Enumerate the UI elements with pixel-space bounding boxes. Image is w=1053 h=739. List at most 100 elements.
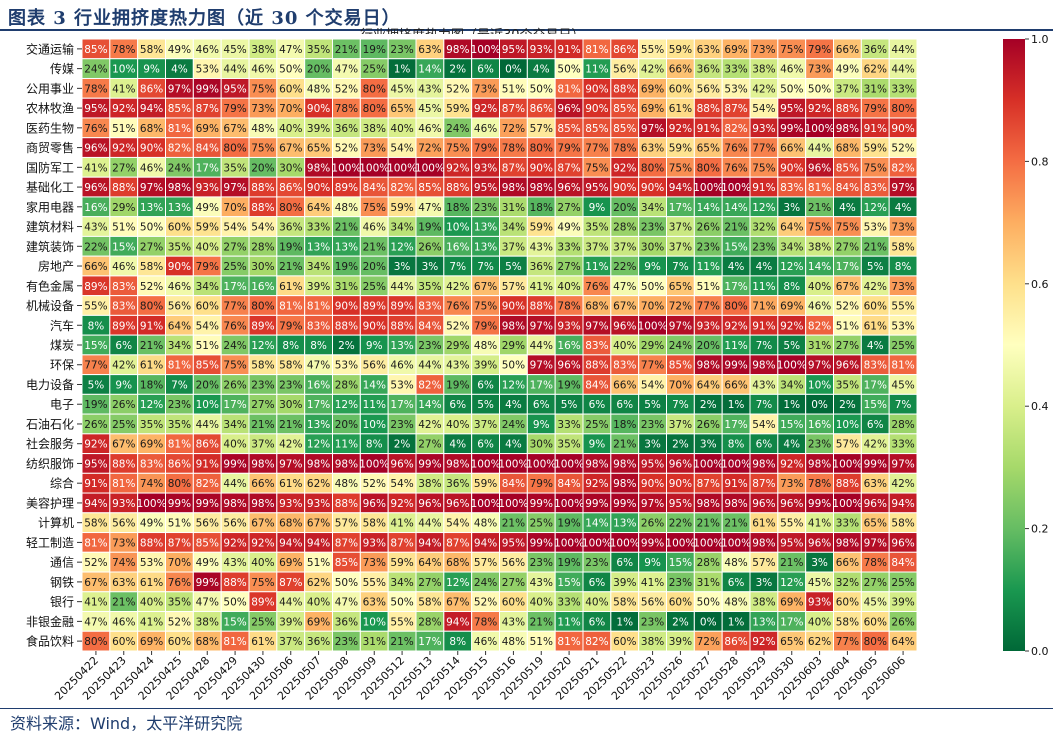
cell-value-label: 57% — [502, 281, 525, 293]
cell-value-label: 31% — [697, 577, 720, 589]
cell-value-label: 66% — [780, 143, 803, 155]
cell-value-label: 90% — [585, 83, 608, 95]
cell-value-label: 98% — [585, 458, 608, 470]
cell-value-label: 39% — [279, 616, 302, 628]
cell-value-label: 44% — [223, 478, 246, 490]
cell-value-label: 61% — [279, 281, 302, 293]
y-tick-label: 电子 — [50, 398, 74, 412]
cell-value-label: 88% — [390, 320, 413, 332]
cell-value-label: 87% — [502, 103, 525, 115]
cell-value-label: 2% — [338, 340, 355, 352]
cell-value-label: 47% — [418, 202, 441, 214]
cell-value-label: 69% — [780, 597, 803, 609]
cell-value-label: 54% — [223, 222, 246, 234]
cell-value-label: 33% — [557, 419, 580, 431]
cell-value-label: 45% — [864, 597, 887, 609]
cell-value-label: 79% — [864, 103, 887, 115]
cell-value-label: 52% — [335, 83, 358, 95]
cell-value-label: 78% — [557, 301, 580, 313]
cell-value-label: 97% — [808, 360, 831, 372]
cell-value-label: 23% — [669, 577, 692, 589]
cell-value-label: 99% — [530, 498, 553, 510]
cell-value-label: 90% — [613, 182, 636, 194]
cell-value-label: 37% — [585, 241, 608, 253]
cell-value-label: 95% — [502, 537, 525, 549]
cell-value-label: 92% — [223, 537, 246, 549]
cell-value-label: 65% — [864, 518, 887, 530]
cell-value-label: 51% — [502, 83, 525, 95]
cell-value-label: 98% — [697, 360, 720, 372]
cell-value-label: 75% — [223, 360, 246, 372]
cell-value-label: 49% — [196, 202, 219, 214]
cell-value-label: 52% — [335, 143, 358, 155]
cell-value-label: 44% — [196, 419, 219, 431]
cell-value-label: 100% — [554, 498, 584, 510]
cell-value-label: 36% — [697, 64, 720, 76]
cell-value-label: 35% — [307, 44, 330, 56]
cell-value-label: 82% — [808, 320, 831, 332]
cell-value-label: 91% — [752, 182, 775, 194]
cell-value-label: 19% — [557, 518, 580, 530]
cell-value-label: 47% — [307, 360, 330, 372]
cell-value-label: 99% — [530, 537, 553, 549]
cell-value-label: 83% — [418, 301, 441, 313]
cell-value-label: 59% — [864, 143, 887, 155]
cell-value-label: 92% — [251, 537, 274, 549]
cell-value-label: 46% — [140, 162, 163, 174]
cell-value-label: 73% — [891, 281, 914, 293]
cell-value-label: 21% — [335, 222, 358, 234]
cell-value-label: 17% — [530, 379, 553, 391]
cell-value-label: 85% — [613, 103, 636, 115]
cell-value-label: 40% — [557, 281, 580, 293]
cell-value-label: 46% — [363, 222, 386, 234]
cell-value-label: 66% — [613, 379, 636, 391]
cell-value-label: 95% — [223, 83, 246, 95]
cell-value-label: 44% — [223, 64, 246, 76]
cell-value-label: 24% — [474, 577, 497, 589]
cell-value-label: 34% — [641, 202, 664, 214]
cell-value-label: 35% — [585, 222, 608, 234]
cell-value-label: 53% — [891, 320, 914, 332]
cell-value-label: 87% — [279, 577, 302, 589]
cell-value-label: 38% — [808, 241, 831, 253]
y-tick-label: 综合 — [50, 476, 74, 491]
cell-value-label: 88% — [836, 478, 859, 490]
cell-value-label: 23% — [418, 340, 441, 352]
cell-value-label: 82% — [585, 636, 608, 648]
cell-value-label: 30% — [279, 399, 302, 411]
cell-value-label: 99% — [808, 498, 831, 510]
cell-value-label: 99% — [223, 458, 246, 470]
cell-value-label: 14% — [808, 261, 831, 273]
cell-value-label: 40% — [585, 597, 608, 609]
cell-value-label: 96% — [808, 537, 831, 549]
cell-value-label: 57% — [836, 439, 859, 451]
cell-value-label: 23% — [474, 202, 497, 214]
cell-value-label: 40% — [808, 616, 831, 628]
cell-value-label: 99% — [196, 498, 219, 510]
cell-value-label: 40% — [808, 281, 831, 293]
cell-value-label: 23% — [752, 241, 775, 253]
cell-value-label: 64% — [891, 636, 914, 648]
cell-value-label: 76% — [724, 162, 747, 174]
cell-value-label: 66% — [836, 557, 859, 569]
cell-value-label: 15% — [84, 340, 107, 352]
cell-value-label: 76% — [724, 143, 747, 155]
cell-value-label: 40% — [613, 340, 636, 352]
cell-value-label: 40% — [279, 123, 302, 135]
cell-value-label: 83% — [112, 281, 135, 293]
cell-value-label: 90% — [669, 478, 692, 490]
cell-value-label: 83% — [864, 182, 887, 194]
cell-value-label: 46% — [418, 123, 441, 135]
cell-value-label: 21% — [279, 261, 302, 273]
cell-value-label: 80% — [140, 301, 163, 313]
cell-value-label: 26% — [84, 419, 107, 431]
x-axis-labels: 2025042220250423202504242025042520250428… — [52, 651, 908, 703]
cell-value-label: 20% — [335, 419, 358, 431]
cell-value-label: 34% — [390, 222, 413, 234]
cell-value-label: 100% — [693, 537, 723, 549]
cell-value-label: 60% — [168, 636, 191, 648]
cell-value-label: 33% — [557, 241, 580, 253]
cell-value-label: 39% — [891, 597, 914, 609]
cell-value-label: 33% — [891, 83, 914, 95]
cell-value-label: 54% — [390, 478, 413, 490]
